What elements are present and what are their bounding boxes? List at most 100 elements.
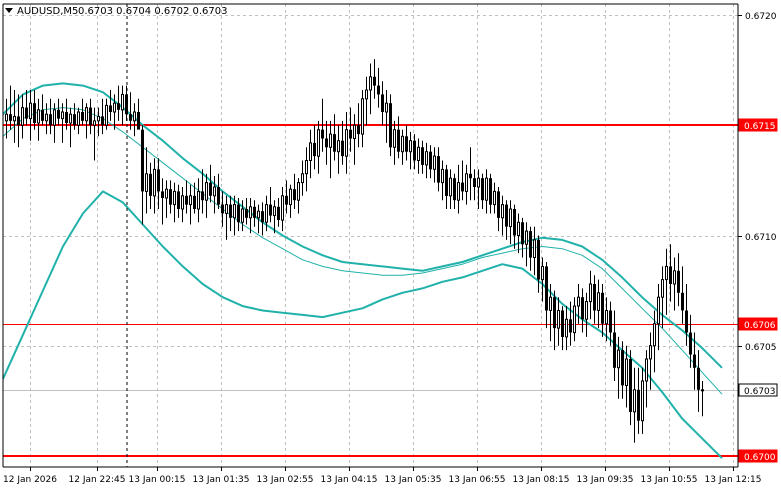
candle-body-bearish <box>193 195 196 209</box>
candle-body-bullish <box>29 102 32 120</box>
candle-body-bearish <box>357 125 360 135</box>
candle <box>369 63 372 115</box>
time-axis-tick-label: 13 Jan 10:55 <box>641 475 698 485</box>
candle-body-bullish <box>701 389 704 392</box>
candle <box>585 292 588 337</box>
candle <box>625 345 628 408</box>
candle <box>13 90 16 143</box>
ohlc-label: 0.6703 0.6704 0.6702 0.6703 <box>78 6 228 17</box>
candle <box>113 94 116 130</box>
candle-body-bearish <box>545 266 548 311</box>
candle <box>365 76 368 126</box>
candle <box>461 160 464 201</box>
time-axis-tick-label: 13 Jan 08:15 <box>513 475 570 485</box>
candle-body-bullish <box>281 195 284 221</box>
candle-body-bearish <box>293 189 296 201</box>
candle-body-bullish <box>541 265 544 281</box>
candle-body-bullish <box>557 310 560 329</box>
candle-body-bullish <box>449 177 452 197</box>
candle-body-bearish <box>109 105 112 112</box>
candle-body-bullish <box>37 109 40 124</box>
candle-body-bullish <box>665 265 668 281</box>
candle <box>65 98 68 130</box>
candle <box>109 90 112 121</box>
candle-body-bullish <box>353 124 356 140</box>
candle-body-bearish <box>137 112 140 130</box>
candle <box>681 266 684 324</box>
candle <box>377 67 380 108</box>
candle <box>693 332 696 390</box>
level-price-label-text: 0.6706 <box>744 321 776 331</box>
candle-body-bearish <box>285 195 288 205</box>
candle-body-bullish <box>173 190 176 206</box>
candle <box>569 301 572 346</box>
candle-body-bearish <box>681 292 684 311</box>
candle <box>701 381 704 417</box>
candle-body-bearish <box>505 204 508 227</box>
candle-body-bullish <box>617 349 620 369</box>
candle <box>473 169 476 201</box>
candle-body-bullish <box>457 182 460 201</box>
candle <box>413 134 416 170</box>
candle-body-bullish <box>289 188 292 206</box>
candle <box>345 112 348 174</box>
candle <box>537 235 540 293</box>
candle <box>269 187 272 223</box>
candle-body-bearish <box>581 297 584 320</box>
candle-body-bullish <box>61 111 64 120</box>
candle <box>33 90 36 130</box>
time-axis-tick-label: 13 Jan 06:55 <box>449 475 506 485</box>
candle-body-bearish <box>421 147 424 165</box>
candle <box>265 195 268 232</box>
candle-body-bullish <box>197 190 200 210</box>
candle-body-bullish <box>213 186 216 197</box>
candle-body-bullish <box>425 151 428 166</box>
candle-body-bearish <box>25 107 28 119</box>
candle <box>489 173 492 214</box>
candle <box>209 164 212 203</box>
candle <box>77 107 80 135</box>
candle-body-bearish <box>497 191 500 218</box>
candle-body-bearish <box>473 178 476 187</box>
candle-body-bearish <box>389 103 392 148</box>
candle-body-bullish <box>585 301 588 320</box>
candle <box>361 90 364 148</box>
symbol-label: AUDUSD,M5 <box>17 6 78 17</box>
candle-body-bullish <box>265 204 268 223</box>
candle <box>449 169 452 209</box>
candle <box>389 94 392 157</box>
candle-body-bullish <box>401 135 404 153</box>
candle <box>641 367 644 434</box>
candle <box>141 125 144 225</box>
candle-body-bullish <box>189 195 192 206</box>
candle-body-bullish <box>645 358 648 382</box>
candle-body-bearish <box>561 310 564 337</box>
candle <box>101 98 104 135</box>
candle <box>589 270 592 320</box>
candle-body-bearish <box>217 187 220 205</box>
candle-body-bullish <box>653 323 656 347</box>
candle <box>357 103 360 148</box>
candle <box>393 120 396 165</box>
candle <box>577 284 580 324</box>
candle-body-bullish <box>53 109 56 126</box>
candle <box>481 173 484 209</box>
candle <box>505 200 508 240</box>
candle-body-bearish <box>321 129 324 139</box>
candle <box>613 310 616 381</box>
price-axis-tick-label: 0.6720 <box>745 12 777 22</box>
time-axis-tick-label: 13 Jan 05:35 <box>385 475 442 485</box>
candle-body-bullish <box>145 173 148 192</box>
candle-body-bearish <box>277 206 280 220</box>
collapse-triangle-icon[interactable] <box>5 8 13 13</box>
candle <box>673 257 676 311</box>
candle-body-bearish <box>157 169 160 192</box>
candle-body-bearish <box>33 103 36 123</box>
candle <box>433 147 436 183</box>
candle-body-bullish <box>409 140 412 153</box>
candle-body-bearish <box>469 173 472 179</box>
candle <box>261 202 264 236</box>
candle-body-bearish <box>437 156 440 183</box>
